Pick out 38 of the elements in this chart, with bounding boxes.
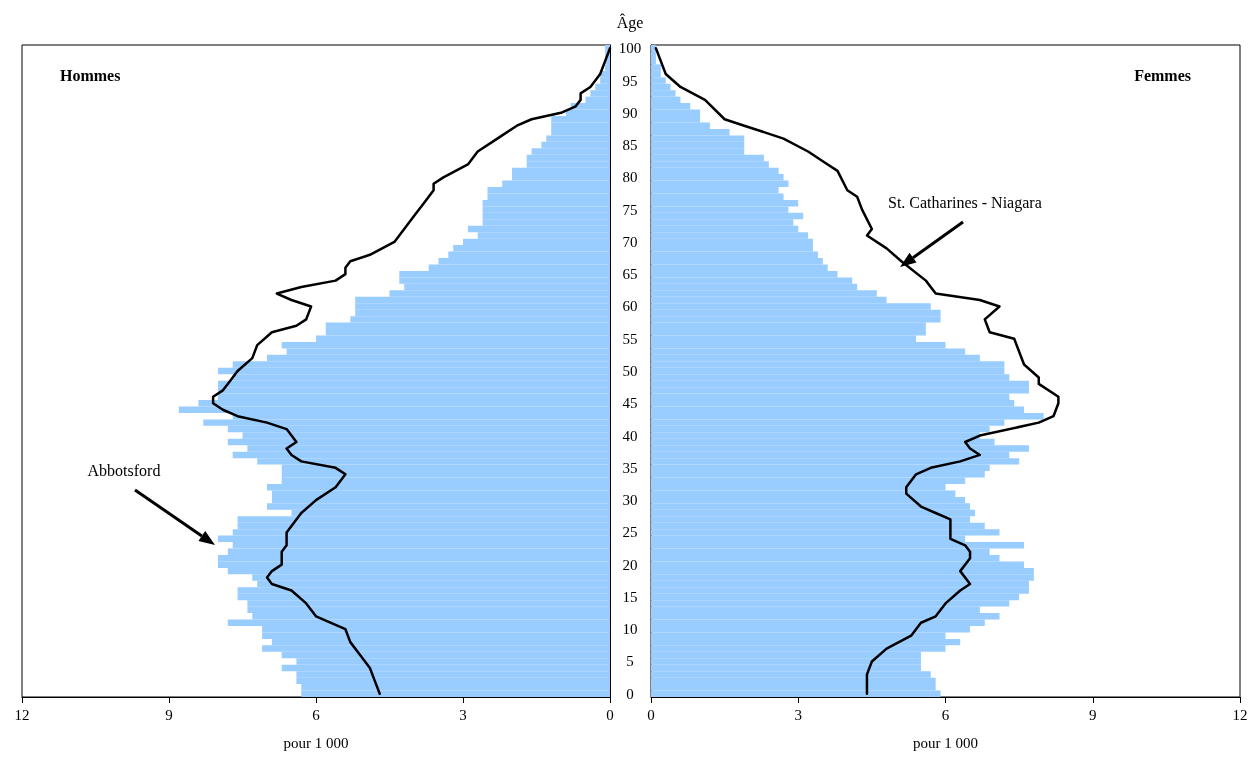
x-tick-label: 12 xyxy=(14,706,30,723)
y-tick-label: 70 xyxy=(622,233,638,250)
y-tick-label: 30 xyxy=(622,492,638,509)
y-tick-label: 15 xyxy=(622,588,638,605)
y-tick-label: 10 xyxy=(622,621,638,638)
x-tick-label: 3 xyxy=(794,706,802,723)
y-tick-label: 55 xyxy=(622,330,638,347)
x-tick-label: 0 xyxy=(606,706,614,723)
x-tick-label: 9 xyxy=(1089,706,1097,723)
y-tick-label: 65 xyxy=(622,266,638,283)
y-tick-label: 35 xyxy=(622,459,638,476)
text: Hommes xyxy=(60,66,121,84)
x-tick-label: 9 xyxy=(165,706,173,723)
text: Abbotsford xyxy=(87,461,161,479)
y-tick-label: 90 xyxy=(622,104,638,121)
y-tick-label: 40 xyxy=(622,427,638,444)
text: Femmes xyxy=(1134,66,1191,84)
x-tick-label: 0 xyxy=(647,706,655,723)
x-tick-label: 6 xyxy=(312,706,321,723)
y-tick-label: 75 xyxy=(622,201,638,218)
y-axis-title: Âge xyxy=(616,12,644,32)
x-tick-label: 6 xyxy=(941,706,950,723)
series-label: St. Catharines - Niagara xyxy=(888,193,1042,212)
y-tick-label: 50 xyxy=(622,363,638,379)
x-tick-label: 3 xyxy=(459,706,467,723)
x-axis-title: pour 1 000 xyxy=(913,734,978,751)
y-tick-label: 95 xyxy=(622,72,638,89)
y-tick-label: 45 xyxy=(622,395,638,412)
y-tick-label: 60 xyxy=(622,298,638,315)
y-tick-label: 85 xyxy=(622,137,638,154)
x-axis-title: pour 1 000 xyxy=(283,734,349,751)
x-tick-label: 12 xyxy=(1232,706,1248,723)
y-tick-label: 80 xyxy=(622,169,638,186)
y-tick-label: 20 xyxy=(622,556,638,573)
y-tick-label: 5 xyxy=(626,653,634,670)
y-tick-label: 25 xyxy=(622,524,638,541)
y-tick-label: 100 xyxy=(618,40,642,57)
y-tick-label: 0 xyxy=(626,685,634,702)
